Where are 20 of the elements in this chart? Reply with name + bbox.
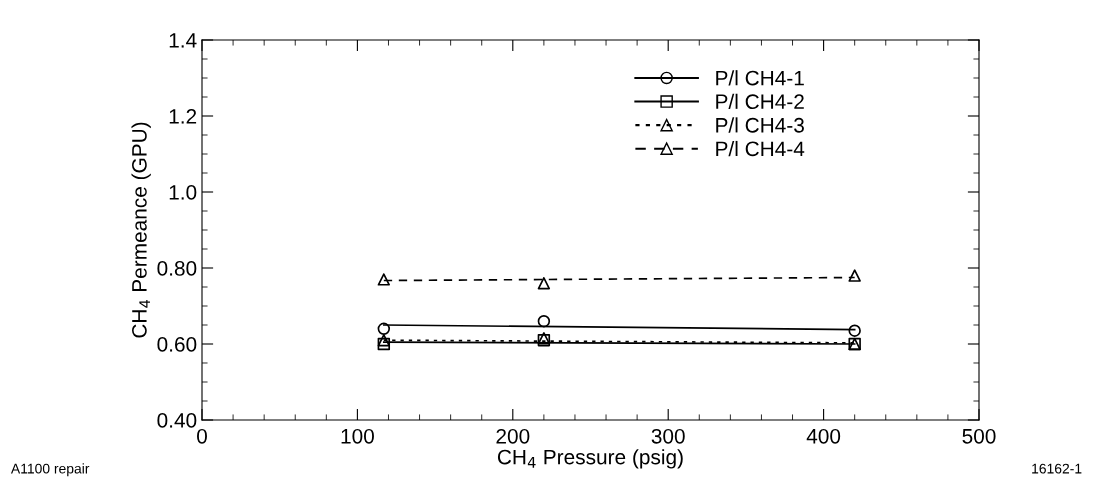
x-tick-label: 0 (197, 428, 207, 444)
legend-label: P/l CH4-2 (716, 93, 804, 110)
y-tick-label: 1.4 (169, 33, 197, 48)
y-tick-label: 0.60 (157, 337, 197, 352)
text: 16162-1 (1032, 463, 1082, 474)
x-tick-label: 300 (651, 428, 685, 444)
x-tick-label: 100 (341, 428, 374, 444)
x-axis-title: CH$_{4}$ Pressure (psig) (497, 449, 683, 469)
y-tick-label: 0.40 (157, 413, 197, 428)
y-tick-label: 1.0 (169, 185, 197, 200)
x-tick-label: 400 (806, 428, 841, 444)
legend-label: P/l CH4-4 (716, 140, 805, 157)
legend-label: P/l CH4-3 (716, 117, 804, 133)
y-tick-label: 1.2 (169, 109, 197, 124)
legend-label: P/l CH4-1 (716, 70, 804, 86)
y-tick-label: 0.80 (157, 261, 197, 276)
x-tick-label: 200 (496, 428, 530, 444)
x-tick-label: 500 (962, 428, 996, 444)
y-axis-title: CH$_{4}$ Permeance (GPU) (131, 122, 151, 338)
text: A1100 repair (10, 463, 90, 477)
